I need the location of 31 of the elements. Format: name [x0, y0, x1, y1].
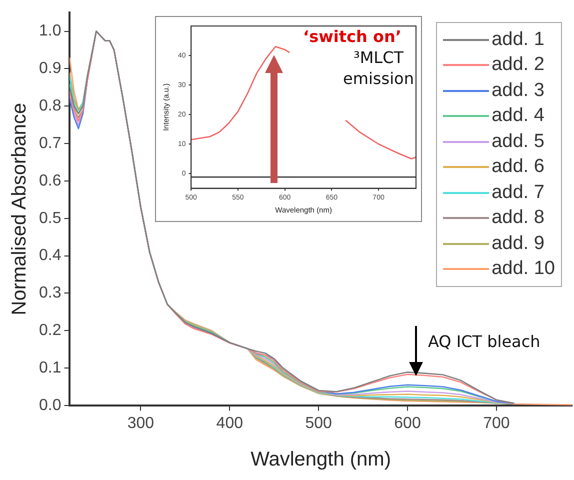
y-tick-label: 0.6 [38, 172, 62, 190]
x-tick-label: 600 [394, 414, 421, 432]
y-axis-title: Normalised Absorbance [8, 102, 31, 316]
annotation: ³MLCT emission [342, 48, 415, 90]
legend-label: add. 10 [492, 258, 555, 280]
y-tick-label: 0.7 [38, 134, 62, 152]
y-tick-label: 1.0 [38, 22, 62, 40]
legend-label: add. 5 [492, 130, 544, 153]
legend-label: add. 1 [492, 28, 544, 51]
y-tick-label: 0.1 [38, 359, 62, 376]
legend-label: add. 9 [492, 232, 544, 255]
legend-label: add. 8 [492, 207, 544, 230]
annotation: AQ ICT bleach [428, 332, 542, 353]
annotation: ‘switch on’ [303, 27, 402, 48]
x-tick-label: 300 [127, 414, 154, 432]
y-tick-label: 0.9 [38, 60, 62, 78]
x-axis-title: Wavlength (nm) [250, 448, 391, 471]
x-tick-label: 500 [305, 414, 332, 432]
y-tick-label: 0.2 [38, 322, 62, 340]
y-tick-label: 0.3 [38, 284, 62, 302]
y-tick-label: 0.4 [38, 247, 62, 264]
legend-label: add. 4 [492, 105, 544, 128]
x-tick-label: 400 [216, 414, 244, 432]
x-tick-label: 700 [483, 414, 510, 432]
y-tick-label: 0.0 [38, 396, 62, 414]
legend-label: add. 6 [492, 156, 544, 178]
y-tick-label: 0.5 [38, 210, 62, 227]
legend-label: add. 7 [492, 182, 544, 204]
legend-label: add. 2 [492, 54, 544, 76]
y-tick-label: 0.8 [38, 98, 62, 115]
legend-label: add. 3 [492, 80, 544, 102]
